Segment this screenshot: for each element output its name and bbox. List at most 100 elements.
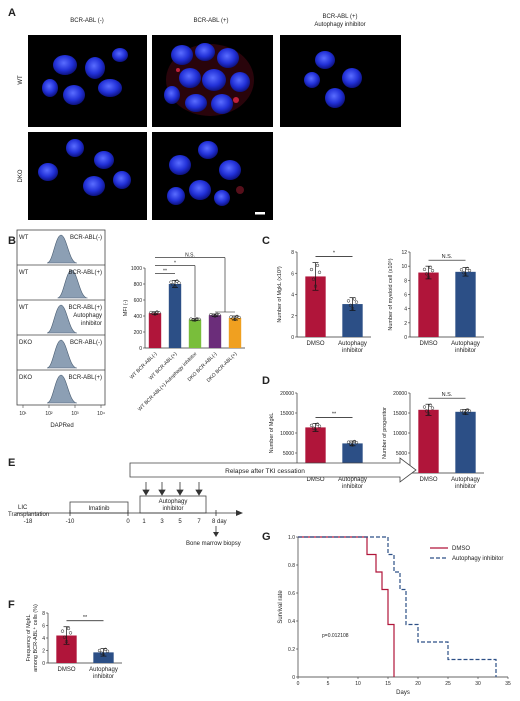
data-dot: [60, 629, 65, 633]
col-label-inh2: Autophagy inhibitor: [314, 22, 365, 28]
bar-1: [455, 411, 476, 473]
histo-peak-2: [46, 304, 78, 334]
data-dot: [99, 651, 104, 655]
bar-3: [208, 315, 222, 348]
y-tick-label: 0: [291, 335, 294, 341]
data-dot: [191, 318, 195, 322]
data-dot: [467, 268, 472, 273]
tick-5: 5: [178, 519, 182, 525]
panel-e-timeline: Relapse after TKI cessation Autophagy in…: [8, 457, 417, 547]
y-tick-label: 2: [42, 649, 45, 655]
y-tick-label: 0.6: [288, 591, 295, 597]
data-dot: [213, 314, 217, 318]
x-axis-label: Days: [396, 690, 410, 696]
y-tick-label: 4: [404, 307, 407, 313]
y-tick-label: 0.4: [288, 619, 295, 625]
bar-0: [305, 276, 326, 337]
tick-7: 7: [197, 519, 201, 525]
sig-annotation: N.S.: [442, 254, 453, 260]
x-tick-label-1-b: inhibitor: [455, 348, 476, 354]
y-tick-label: 800: [134, 282, 143, 288]
row-label-dko: DKO: [18, 169, 24, 182]
sig-annotation: **: [163, 269, 167, 275]
bar-0: [56, 635, 77, 663]
x-tick-label: 35: [505, 681, 511, 687]
histo-geno-0: WT: [19, 235, 29, 241]
nuclei-wt-neg: [42, 48, 128, 105]
imatinib-label: Imatinib: [88, 506, 110, 512]
histo-geno-2: WT: [19, 305, 29, 311]
data-dot: [64, 639, 69, 644]
x-tick-label: 30: [475, 681, 481, 687]
data-dot: [62, 635, 67, 639]
y-tick-label: 15000: [393, 411, 407, 417]
x-tick-label: 0: [297, 681, 300, 687]
nuclei-wt-inh: [304, 51, 362, 108]
histo-tick-label-3: 10⁴: [97, 411, 105, 417]
data-dot: [149, 310, 153, 315]
series-line-1: [298, 536, 497, 677]
y-axis-label-2: among BCR-ABL⁺ cells (%): [32, 604, 39, 672]
bar-0: [148, 313, 162, 348]
bar-1: [93, 652, 114, 663]
data-dot: [153, 312, 157, 316]
y-tick-label: 6: [404, 293, 407, 299]
micro-wt-inh: [280, 35, 401, 127]
data-dot: [155, 310, 159, 314]
y-tick-label: 6: [291, 271, 294, 277]
bar-1: [455, 271, 476, 337]
histo-cond-3: BCR-ABL(-): [70, 340, 102, 346]
data-dot: [309, 423, 314, 428]
data-dot: [209, 312, 213, 317]
y-tick-label: 5000: [283, 451, 294, 457]
x-tick-label-1: Autophagy: [338, 477, 367, 483]
x-tick-label: 15: [385, 681, 391, 687]
p-value-annotation: p=0.012108: [322, 633, 349, 639]
data-dot: [354, 300, 359, 304]
data-dot: [459, 408, 464, 413]
relapse-arrow: [129, 457, 417, 483]
sig-annotation: *: [174, 261, 176, 267]
data-dot: [229, 315, 233, 319]
data-dot: [422, 405, 427, 409]
y-tick-label: 0.8: [288, 563, 295, 569]
bar-0: [418, 272, 439, 337]
data-dot: [173, 284, 177, 289]
x-tick-label-1-b: inhibitor: [455, 484, 476, 490]
lic-label-1: LIC: [18, 505, 28, 511]
panel-g-survival-chart: 0 0.2 0.4 0.6 0.8 1.0 0 5 10 15 20 25 30 35 Days Surviv…: [278, 535, 511, 696]
y-axis-label: Survival rate: [278, 590, 284, 624]
data-dot: [348, 303, 353, 307]
x-tick-label-0: DMSO: [420, 477, 438, 483]
data-dot: [97, 648, 102, 653]
data-dot: [195, 317, 199, 321]
panel-c-left-chart: 0 2 4 6 8 Number of MgkL (x10³) DMSO Autophagyi…: [277, 250, 371, 354]
col-label-inh1: BCR-ABL (+): [323, 14, 358, 20]
y-tick-label: 15000: [280, 411, 294, 417]
legend-label-1: Autophagy inhibitor: [452, 556, 503, 562]
data-dot: [189, 317, 193, 321]
sig-annotation: *: [333, 251, 336, 257]
histo-cond-2: BCR-ABL(+): [68, 305, 102, 311]
histo-geno-1: WT: [19, 270, 29, 276]
histo-cond2-2: Autophagy: [73, 313, 102, 319]
y-tick-label: 0: [139, 346, 142, 352]
data-dot: [348, 442, 353, 446]
histo-tick-label-0: 10¹: [19, 411, 27, 417]
panel-label-e: E: [8, 457, 15, 469]
x-tick-label-0: DMSO: [307, 341, 325, 347]
data-dot: [346, 299, 351, 303]
x-tick-label: 25: [445, 681, 451, 687]
nuclei-dko-neg: [38, 139, 131, 196]
data-dot: [233, 317, 237, 322]
y-tick-label: 8: [404, 278, 407, 284]
x-tick-label-0: DMSO: [307, 477, 325, 483]
data-dot: [426, 412, 431, 416]
x-tick-label: 5: [327, 681, 330, 687]
data-dot: [428, 265, 433, 270]
data-dot: [211, 313, 215, 318]
data-dot: [313, 284, 318, 288]
data-dot: [430, 406, 435, 410]
data-dot: [350, 306, 355, 311]
y-axis-label: Number of MgkL: [269, 413, 275, 454]
